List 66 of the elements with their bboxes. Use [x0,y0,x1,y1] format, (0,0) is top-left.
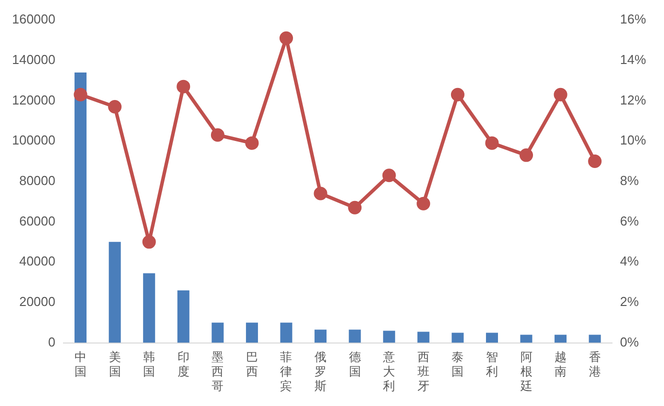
x-tick-label: 俄罗斯 [314,350,327,393]
bar [212,322,224,343]
y-tick-label: 0 [48,334,56,350]
point [176,80,190,94]
x-tick-label: 西班牙 [417,350,430,393]
point [520,148,534,162]
y-tick-label: 60000 [19,213,56,228]
y-tick-label: 40000 [19,254,56,269]
bar [143,273,156,343]
y2-tick-label: 14% [620,52,646,67]
point [588,154,602,168]
bar [554,334,567,343]
y-tick-label: 20000 [19,294,56,310]
x-tick-label: 德国 [348,350,361,379]
bar [314,330,327,343]
x-tick-label: 越南 [554,350,567,379]
x-tick-label: 中国 [74,350,87,379]
x-tick-label: 韩国 [143,350,156,379]
x-tick-label: 墨西哥 [212,350,224,393]
y-tick-label: 140000 [12,52,56,67]
y2-tick-label: 8% [620,172,640,188]
bar [452,332,464,343]
y2-tick-label: 2% [620,294,640,310]
point [554,88,568,102]
x-tick-label: 香港 [588,350,601,379]
point [74,88,88,102]
bar [383,330,396,343]
x-tick-label: 意大利 [382,350,396,393]
x-tick-label: 美国 [108,350,121,379]
y2-tick-label: 0% [620,334,640,350]
point [245,136,259,150]
bar [74,72,87,343]
point [485,136,499,150]
bar [348,330,361,343]
point [108,100,122,114]
bar [177,290,190,343]
y2-tick-label: 6% [620,213,640,228]
x-tick-label: 智利 [486,350,498,379]
point [280,31,293,45]
x-tick-label: 菲律宾 [280,350,292,393]
bar [108,242,121,343]
x-tick-label: 巴西 [246,350,258,379]
bar [520,334,532,343]
bar [246,322,258,343]
point [142,235,156,249]
y-tick-label: 100000 [12,132,56,148]
y-tick-label: 120000 [12,92,56,108]
x-tick-label: 印度 [177,350,190,379]
x-tick-label: 阿根廷 [519,350,532,393]
point [450,88,464,102]
bar [417,332,430,343]
bar [588,334,601,343]
point [314,186,328,200]
point [416,196,430,210]
y2-tick-label: 10% [620,132,646,148]
bar [280,322,292,343]
point [348,200,362,214]
y-tick-label: 80000 [19,172,56,188]
x-tick-label: 泰国 [452,350,464,379]
point [382,168,396,182]
y2-tick-label: 16% [620,12,646,27]
y-tick-label: 160000 [12,12,56,27]
y2-tick-label: 12% [620,92,646,108]
y2-tick-label: 4% [620,254,640,269]
bar [486,332,498,343]
point [210,128,224,142]
